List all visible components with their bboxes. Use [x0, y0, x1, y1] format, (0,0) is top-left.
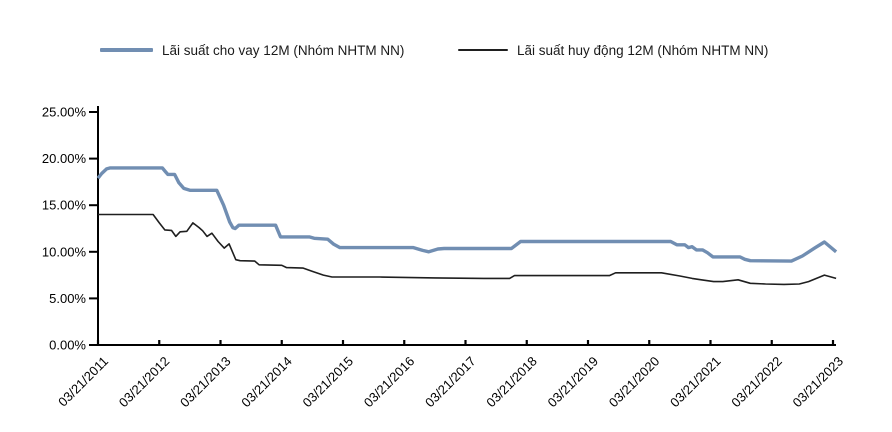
y-tick-label: 25.00%	[42, 105, 87, 120]
x-tick-label: 03/21/2016	[361, 354, 418, 411]
deposit-rate-line	[98, 213, 837, 286]
x-tick-label: 03/21/2021	[667, 354, 724, 411]
y-tick-label: 5.00%	[49, 291, 86, 306]
y-tick-label: 0.00%	[49, 338, 86, 353]
x-tick-label: 03/21/2018	[483, 354, 540, 411]
lending-rate-line-swatch	[100, 48, 153, 52]
y-tick-label: 10.00%	[42, 244, 87, 259]
lending-rate-line	[96, 166, 838, 263]
x-tick-label: 03/21/2014	[238, 354, 295, 411]
legend-item-deposit-rate: Lãi suất huy động 12M (Nhóm NHTM NN)	[458, 41, 768, 59]
legend-item-lending-rate: Lãi suất cho vay 12M (Nhóm NHTM NN)	[100, 41, 404, 59]
legend-label-lending-rate: Lãi suất cho vay 12M (Nhóm NHTM NN)	[162, 42, 405, 58]
legend-label-deposit-rate: Lãi suất huy động 12M (Nhóm NHTM NN)	[517, 42, 769, 58]
x-tick-label: 03/21/2017	[422, 354, 479, 411]
x-tick-label: 03/21/2022	[728, 354, 785, 411]
x-tick-label: 03/21/2013	[177, 354, 234, 411]
x-tick-label: 03/21/2023	[789, 354, 846, 411]
x-tick-label: 03/21/2020	[606, 354, 663, 411]
y-tick-label: 15.00%	[42, 198, 87, 213]
chart-legend: Lãi suất cho vay 12M (Nhóm NHTM NN) Lãi …	[0, 41, 892, 59]
deposit-rate-line-swatch	[458, 49, 508, 51]
x-tick-label: 03/21/2015	[299, 354, 356, 411]
y-tick-label: 20.00%	[42, 151, 87, 166]
x-tick-label: 03/21/2019	[544, 354, 601, 411]
x-tick-label: 03/21/2012	[116, 354, 173, 411]
x-tick-label: 03/21/2011	[55, 354, 111, 410]
